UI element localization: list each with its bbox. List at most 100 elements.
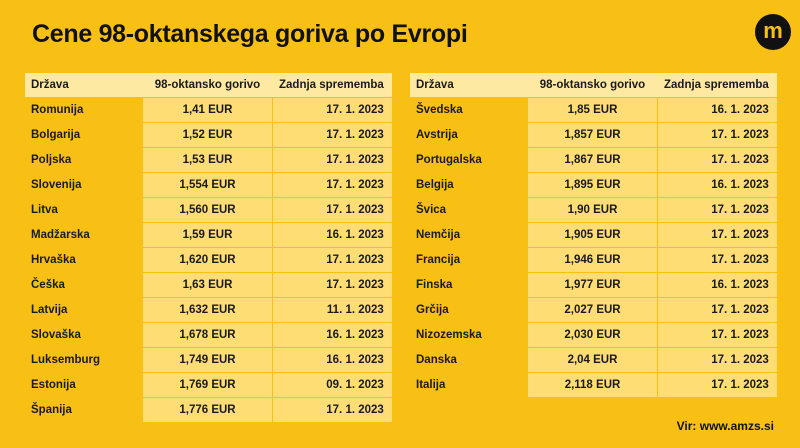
- table-row: Finska 1,977 EUR 16. 1. 2023: [410, 273, 777, 298]
- price-cell: 1,59 EUR: [142, 223, 273, 248]
- date-cell: 17. 1. 2023: [658, 148, 777, 173]
- country-cell: Danska: [410, 348, 527, 373]
- date-cell: 17. 1. 2023: [658, 223, 777, 248]
- table-row: Češka 1,63 EUR 17. 1. 2023: [25, 273, 392, 298]
- country-cell: Romunija: [25, 98, 142, 123]
- date-cell: 17. 1. 2023: [273, 273, 392, 298]
- table-row: Romunija 1,41 EUR 17. 1. 2023: [25, 98, 392, 123]
- table-header-row: Država 98-oktansko gorivo Zadnja spremem…: [25, 73, 392, 98]
- fuel-price-table-left: Država 98-oktansko gorivo Zadnja spremem…: [25, 73, 392, 423]
- country-cell: Avstrija: [410, 123, 527, 148]
- table-row: Grčija 2,027 EUR 17. 1. 2023: [410, 298, 777, 323]
- country-cell: Estonija: [25, 373, 142, 398]
- table-row: Slovaška 1,678 EUR 16. 1. 2023: [25, 323, 392, 348]
- date-cell: 17. 1. 2023: [273, 123, 392, 148]
- date-cell: 16. 1. 2023: [658, 273, 777, 298]
- table-row: Latvija 1,632 EUR 11. 1. 2023: [25, 298, 392, 323]
- country-cell: Litva: [25, 198, 142, 223]
- date-cell: 17. 1. 2023: [273, 148, 392, 173]
- table-row: Madžarska 1,59 EUR 16. 1. 2023: [25, 223, 392, 248]
- date-cell: 16. 1. 2023: [273, 348, 392, 373]
- country-cell: Slovaška: [25, 323, 142, 348]
- country-cell: Češka: [25, 273, 142, 298]
- country-cell: Hrvaška: [25, 248, 142, 273]
- table-row: Francija 1,946 EUR 17. 1. 2023: [410, 248, 777, 273]
- date-cell: 16. 1. 2023: [658, 173, 777, 198]
- country-cell: Belgija: [410, 173, 527, 198]
- date-cell: 17. 1. 2023: [658, 198, 777, 223]
- price-cell: 1,90 EUR: [527, 198, 658, 223]
- header-price: 98-oktansko gorivo: [142, 73, 273, 98]
- price-cell: 1,857 EUR: [527, 123, 658, 148]
- country-cell: Nizozemska: [410, 323, 527, 348]
- date-cell: 17. 1. 2023: [658, 373, 777, 398]
- price-cell: 1,946 EUR: [527, 248, 658, 273]
- date-cell: 17. 1. 2023: [273, 198, 392, 223]
- table-row: Litva 1,560 EUR 17. 1. 2023: [25, 198, 392, 223]
- price-cell: 2,04 EUR: [527, 348, 658, 373]
- header-date: Zadnja sprememba: [658, 73, 777, 98]
- table-header-row: Država 98-oktansko gorivo Zadnja spremem…: [410, 73, 777, 98]
- price-cell: 1,85 EUR: [527, 98, 658, 123]
- price-cell: 1,905 EUR: [527, 223, 658, 248]
- price-cell: 2,030 EUR: [527, 323, 658, 348]
- date-cell: 17. 1. 2023: [273, 398, 392, 423]
- date-cell: 17. 1. 2023: [658, 323, 777, 348]
- price-cell: 1,52 EUR: [142, 123, 273, 148]
- country-cell: Španija: [25, 398, 142, 423]
- header-country: Država: [410, 73, 527, 98]
- table-row: Nemčija 1,905 EUR 17. 1. 2023: [410, 223, 777, 248]
- price-cell: 1,776 EUR: [142, 398, 273, 423]
- date-cell: 17. 1. 2023: [658, 123, 777, 148]
- price-cell: 1,867 EUR: [527, 148, 658, 173]
- price-cell: 1,41 EUR: [142, 98, 273, 123]
- price-cell: 1,554 EUR: [142, 173, 273, 198]
- country-cell: Poljska: [25, 148, 142, 173]
- date-cell: 16. 1. 2023: [658, 98, 777, 123]
- page-title: Cene 98-oktanskega goriva po Evropi: [32, 20, 468, 48]
- price-cell: 1,678 EUR: [142, 323, 273, 348]
- table-row: Belgija 1,895 EUR 16. 1. 2023: [410, 173, 777, 198]
- header-country: Država: [25, 73, 142, 98]
- country-cell: Nemčija: [410, 223, 527, 248]
- table-row: Slovenija 1,554 EUR 17. 1. 2023: [25, 173, 392, 198]
- table-row: Luksemburg 1,749 EUR 16. 1. 2023: [25, 348, 392, 373]
- date-cell: 16. 1. 2023: [273, 323, 392, 348]
- source-credit: Vir: www.amzs.si: [676, 419, 774, 433]
- country-cell: Slovenija: [25, 173, 142, 198]
- table-row: Danska 2,04 EUR 17. 1. 2023: [410, 348, 777, 373]
- price-cell: 1,895 EUR: [527, 173, 658, 198]
- fuel-price-table-right: Država 98-oktansko gorivo Zadnja spremem…: [410, 73, 777, 398]
- price-cell: 1,620 EUR: [142, 248, 273, 273]
- price-cell: 1,749 EUR: [142, 348, 273, 373]
- price-cell: 1,977 EUR: [527, 273, 658, 298]
- country-cell: Francija: [410, 248, 527, 273]
- country-cell: Latvija: [25, 298, 142, 323]
- country-cell: Portugalska: [410, 148, 527, 173]
- table-row: Hrvaška 1,620 EUR 17. 1. 2023: [25, 248, 392, 273]
- table-row: Poljska 1,53 EUR 17. 1. 2023: [25, 148, 392, 173]
- date-cell: 09. 1. 2023: [273, 373, 392, 398]
- country-cell: Bolgarija: [25, 123, 142, 148]
- date-cell: 17. 1. 2023: [658, 248, 777, 273]
- amzs-logo-icon: m: [755, 14, 791, 50]
- price-cell: 2,027 EUR: [527, 298, 658, 323]
- country-cell: Finska: [410, 273, 527, 298]
- table-row: Bolgarija 1,52 EUR 17. 1. 2023: [25, 123, 392, 148]
- date-cell: 17. 1. 2023: [658, 348, 777, 373]
- logo-letter: m: [763, 18, 783, 43]
- table-row: Portugalska 1,867 EUR 17. 1. 2023: [410, 148, 777, 173]
- table-row: Estonija 1,769 EUR 09. 1. 2023: [25, 373, 392, 398]
- table-row: Švedska 1,85 EUR 16. 1. 2023: [410, 98, 777, 123]
- table-row: Nizozemska 2,030 EUR 17. 1. 2023: [410, 323, 777, 348]
- price-cell: 1,63 EUR: [142, 273, 273, 298]
- table-row: Švica 1,90 EUR 17. 1. 2023: [410, 198, 777, 223]
- country-cell: Italija: [410, 373, 527, 398]
- country-cell: Madžarska: [25, 223, 142, 248]
- price-cell: 1,769 EUR: [142, 373, 273, 398]
- price-cell: 1,632 EUR: [142, 298, 273, 323]
- date-cell: 16. 1. 2023: [273, 223, 392, 248]
- country-cell: Švica: [410, 198, 527, 223]
- price-cell: 1,560 EUR: [142, 198, 273, 223]
- price-cell: 2,118 EUR: [527, 373, 658, 398]
